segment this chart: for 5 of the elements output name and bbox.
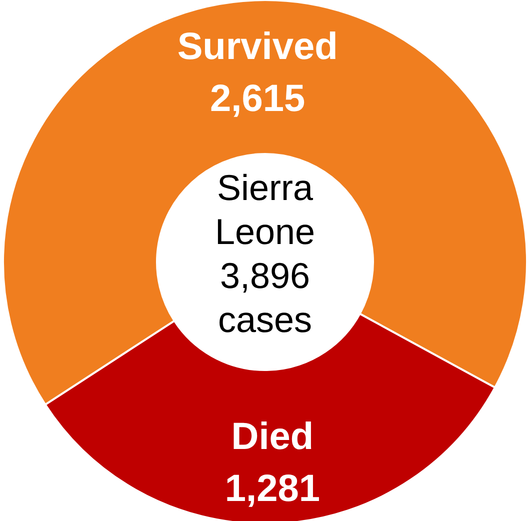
slice-label: Died xyxy=(231,416,314,458)
data-label: 1,281 xyxy=(224,468,320,510)
data-label: 2,615 xyxy=(210,78,306,120)
slice-label: Survived xyxy=(177,26,338,68)
text: Sierra Leone 3,896 cases xyxy=(214,167,316,340)
